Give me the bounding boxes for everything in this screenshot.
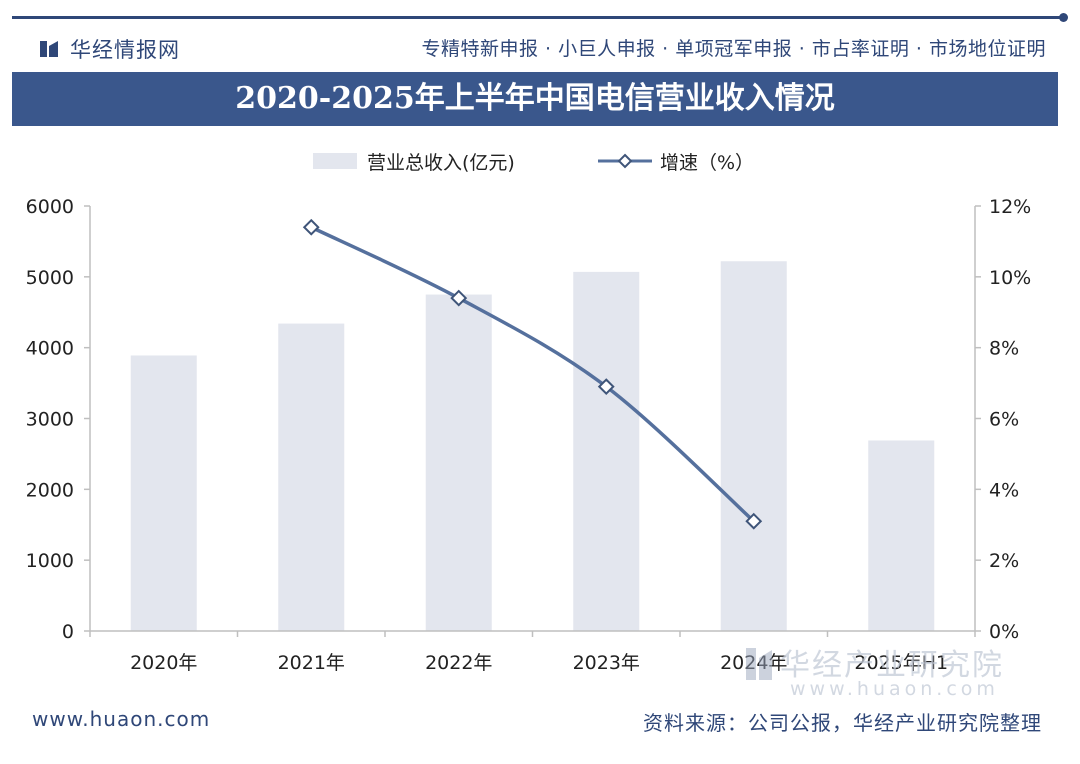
watermark-name: 华经产业研究院 [780,648,1004,683]
x-tick-label: 2021年 [278,652,345,674]
y-left-tick-label: 4000 [26,338,74,360]
x-tick-label: 2023年 [573,652,640,674]
footer-url: www.huaon.com [32,707,211,731]
y-left-tick-label: 3000 [26,409,74,431]
growth-point-5 [745,512,763,530]
y-right-tick-label: 4% [989,479,1019,501]
bar-1 [130,355,197,631]
bar-6 [868,440,935,631]
y-right-tick-label: 2% [989,550,1019,572]
brand-name: 华经情报网 [70,38,180,62]
services-list: 专精特新申报 · 小巨人申报 · 单项冠军申报 · 市占率证明 · 市场地位证明 [421,38,1046,60]
x-tick-label: 2025年H1 [854,652,948,674]
watermark-logo-icon [746,648,772,680]
brand-logo-icon [40,41,58,57]
growth-line [310,225,755,523]
bar-4 [573,271,640,631]
header-bar: 华经情报网 专精特新申报 · 小巨人申报 · 单项冠军申报 · 市占率证明 · … [0,0,1080,70]
growth-point-4 [597,378,615,396]
growth-point-2 [302,218,320,236]
footer-source: 资料来源：公司公报，华经产业研究院整理 [643,711,1042,735]
watermark-url: www.huaon.com [790,678,999,700]
chart-title: 2020-2025年上半年中国电信营业收入情况 [235,81,835,116]
bar-2 [278,323,345,631]
y-right-tick-label: 10% [989,267,1031,289]
y-left-tick-label: 6000 [26,196,74,218]
title-band: 2020-2025年上半年中国电信营业收入情况 [12,72,1058,126]
y-left-tick-label: 2000 [26,479,74,501]
x-tick-label: 2020年 [130,652,197,674]
y-right-tick-label: 12% [989,196,1031,218]
brand: 华经情报网 [38,34,180,64]
legend-bar-label: 营业总收入(亿元) [367,152,515,174]
growth-point-3 [450,289,468,307]
header-rule [12,16,1060,19]
bar-5 [720,261,787,631]
header-rule-dot [1059,13,1068,22]
y-left-tick-label: 5000 [26,267,74,289]
y-right-tick-label: 8% [989,338,1019,360]
y-right-tick-label: 6% [989,409,1019,431]
legend-line-marker [617,153,633,169]
legend-line-label: 增速（%） [660,152,754,174]
y-left-tick-label: 0 [62,621,74,643]
legend-bar-swatch [313,153,357,169]
y-right-tick-label: 0% [989,621,1019,643]
x-tick-label: 2022年 [425,652,492,674]
bar-3 [425,294,492,631]
y-left-tick-label: 1000 [26,550,74,572]
